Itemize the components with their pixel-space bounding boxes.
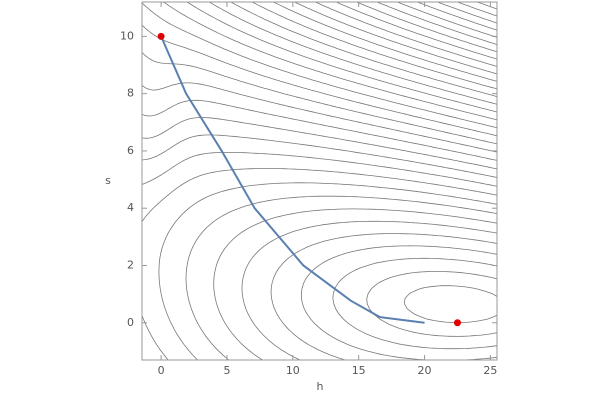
x-tick-label: 10 [286, 364, 300, 377]
contour-line [141, 134, 498, 178]
contour-line [141, 168, 498, 361]
contour-line [209, 1, 498, 105]
contour-line [335, 1, 498, 60]
contour-line [141, 117, 498, 170]
y-axis-label: s [105, 174, 111, 187]
contour-line [300, 245, 498, 361]
contour-line [332, 257, 498, 350]
contour-line [185, 195, 498, 361]
point [157, 32, 165, 40]
contour-line [241, 220, 498, 361]
point [453, 319, 461, 327]
x-tick-label: 0 [158, 364, 165, 377]
y-tick-label: 0 [127, 316, 134, 329]
y-tick-label: 6 [127, 144, 134, 157]
contour-line [141, 24, 498, 137]
contour-line [163, 1, 498, 121]
y-tick-label: 8 [127, 87, 134, 100]
y-tick-label: 2 [127, 258, 134, 271]
line [160, 35, 425, 324]
contour-line [141, 82, 498, 153]
contour-line [141, 2, 498, 129]
contour-line [141, 99, 498, 161]
contour-line [213, 208, 498, 361]
contour-line [315, 1, 498, 67]
contour-line [404, 285, 498, 323]
x-tick-label: 20 [418, 364, 432, 377]
contour-line [270, 233, 498, 361]
contour-line [158, 182, 498, 361]
x-tick-label: 25 [483, 364, 497, 377]
x-tick-label: 5 [223, 364, 230, 377]
x-tick-label: 15 [352, 364, 366, 377]
contour-line [366, 271, 498, 337]
contour-line [417, 1, 498, 31]
y-tick-label: 10 [120, 29, 134, 42]
contour-line [477, 1, 498, 10]
contour-line [252, 1, 498, 90]
contour-line [273, 1, 498, 82]
contour-line [141, 52, 498, 145]
contour-line [186, 1, 498, 113]
contour-layer [141, 1, 498, 361]
y-tick-label: 4 [127, 201, 134, 214]
contour-line [457, 1, 498, 17]
contour-line [141, 152, 498, 187]
plot-frame [141, 1, 498, 361]
x-axis-label: h [317, 380, 324, 393]
contour-line [376, 1, 498, 45]
contour-line [230, 1, 498, 97]
